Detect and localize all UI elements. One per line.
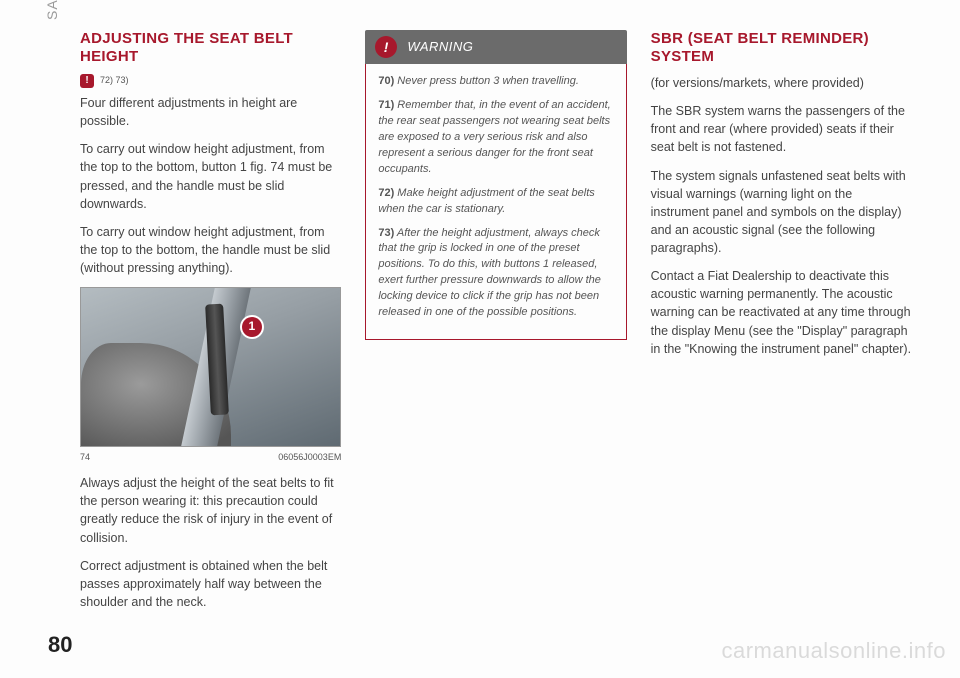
warning-header: ! WARNING xyxy=(365,30,626,64)
para-adjust-fit: Always adjust the height of the seat bel… xyxy=(80,474,341,547)
warning-circle-icon: ! xyxy=(375,36,397,58)
para-adjustments: Four different adjustments in height are… xyxy=(80,94,341,130)
para-button1: To carry out window height adjustment, f… xyxy=(80,140,341,213)
figure-callout-1: 1 xyxy=(242,317,262,337)
warning-item-73: 73) After the height adjustment, always … xyxy=(378,226,613,322)
section-tab: SAFETY xyxy=(44,0,60,20)
warning-item-72: 72) Make height adjustment of the seat b… xyxy=(378,186,613,218)
para-sbr-warns: The SBR system warns the passengers of t… xyxy=(651,102,912,156)
warning-title: WARNING xyxy=(407,38,473,57)
column-1: ADJUSTING THE SEAT BELT HEIGHT ! 72) 73)… xyxy=(80,30,341,658)
warning-triangle-icon: ! xyxy=(80,74,94,88)
heading-adjusting-seat-belt: ADJUSTING THE SEAT BELT HEIGHT xyxy=(80,30,341,66)
para-sbr-signals: The system signals unfastened seat belts… xyxy=(651,167,912,258)
warning-item-70: 70) Never press button 3 when travelling… xyxy=(378,74,613,90)
para-correct-adjust: Correct adjustment is obtained when the … xyxy=(80,557,341,611)
figure-meta: 74 06056J0003EM xyxy=(80,451,341,464)
warning-box: 70) Never press button 3 when travelling… xyxy=(365,64,626,340)
manual-page: SAFETY 80 ADJUSTING THE SEAT BELT HEIGHT… xyxy=(0,0,960,678)
warning-text-72: Make height adjustment of the seat belts… xyxy=(378,187,594,215)
warning-text-73: After the height adjustment, always chec… xyxy=(378,227,601,319)
warning-num-71: 71) xyxy=(378,99,394,111)
warning-text-70: Never press button 3 when travelling. xyxy=(394,75,579,87)
para-versions: (for versions/markets, where provided) xyxy=(651,74,912,92)
column-2: ! WARNING 70) Never press button 3 when … xyxy=(365,30,626,658)
warning-num-70: 70) xyxy=(378,75,394,87)
figure-74: 1 74 06056J0003EM xyxy=(80,287,341,464)
warning-num-72: 72) xyxy=(378,187,394,199)
figure-image: 1 xyxy=(80,287,341,447)
warning-num-73: 73) xyxy=(378,227,394,239)
para-slide: To carry out window height adjustment, f… xyxy=(80,223,341,277)
warning-refs: 72) 73) xyxy=(100,74,129,87)
para-dealership: Contact a Fiat Dealership to deactivate … xyxy=(651,267,912,358)
heading-sbr: SBR (SEAT BELT REMINDER) SYSTEM xyxy=(651,30,912,66)
figure-code: 06056J0003EM xyxy=(278,451,341,464)
warning-ref-line: ! 72) 73) xyxy=(80,74,341,88)
warning-item-71: 71) Remember that, in the event of an ac… xyxy=(378,98,613,178)
column-3: SBR (SEAT BELT REMINDER) SYSTEM (for ver… xyxy=(651,30,912,658)
page-number: 80 xyxy=(48,632,72,658)
column-layout: ADJUSTING THE SEAT BELT HEIGHT ! 72) 73)… xyxy=(80,30,912,658)
figure-number: 74 xyxy=(80,451,90,464)
warning-text-71: Remember that, in the event of an accide… xyxy=(378,99,610,175)
